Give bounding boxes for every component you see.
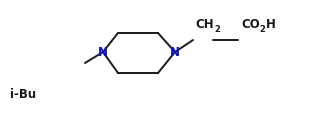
Text: N: N	[170, 45, 180, 59]
Text: CO: CO	[241, 18, 260, 30]
Text: i-Bu: i-Bu	[10, 89, 36, 101]
Text: 2: 2	[259, 24, 265, 33]
Text: CH: CH	[195, 18, 213, 30]
Text: 2: 2	[214, 24, 220, 33]
Text: N: N	[98, 45, 108, 59]
Text: H: H	[266, 18, 276, 30]
